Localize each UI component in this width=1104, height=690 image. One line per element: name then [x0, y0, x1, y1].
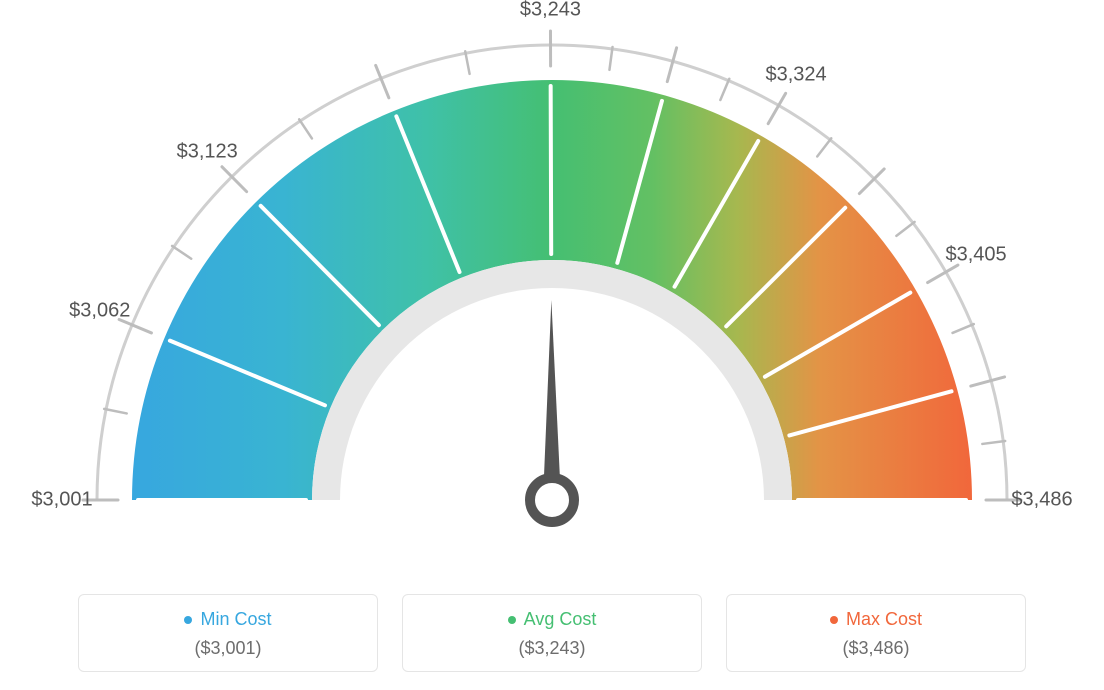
- gauge-tick-label: $3,123: [177, 140, 238, 163]
- legend: Min Cost ($3,001) Avg Cost ($3,243) Max …: [0, 594, 1104, 672]
- legend-card-min: Min Cost ($3,001): [78, 594, 378, 672]
- dot-icon: [184, 616, 192, 624]
- gauge-svg: [0, 0, 1104, 560]
- legend-label-max: Max Cost: [846, 609, 922, 630]
- gauge-tick-label: $3,001: [31, 489, 92, 512]
- legend-title-avg: Avg Cost: [508, 609, 597, 630]
- legend-title-min: Min Cost: [184, 609, 271, 630]
- legend-label-avg: Avg Cost: [524, 609, 597, 630]
- gauge-tick-label: $3,486: [1011, 489, 1072, 512]
- legend-value-avg: ($3,243): [413, 638, 691, 659]
- chart-container: $3,001 $3,062 $3,123 $3,243 $3,324 $3,405 $3,4…: [0, 0, 1104, 690]
- legend-value-max: ($3,486): [737, 638, 1015, 659]
- dot-icon: [830, 616, 838, 624]
- gauge-tick-label: $3,324: [765, 64, 826, 87]
- legend-card-avg: Avg Cost ($3,243): [402, 594, 702, 672]
- legend-card-max: Max Cost ($3,486): [726, 594, 1026, 672]
- legend-label-min: Min Cost: [200, 609, 271, 630]
- gauge-tick-label: $3,243: [520, 0, 581, 22]
- gauge-chart: $3,001 $3,062 $3,123 $3,243 $3,324 $3,405 $3,4…: [0, 0, 1104, 560]
- gauge-tick-label: $3,405: [945, 243, 1006, 266]
- legend-value-min: ($3,001): [89, 638, 367, 659]
- gauge-tick-label: $3,062: [69, 300, 130, 323]
- dot-icon: [508, 616, 516, 624]
- legend-title-max: Max Cost: [830, 609, 922, 630]
